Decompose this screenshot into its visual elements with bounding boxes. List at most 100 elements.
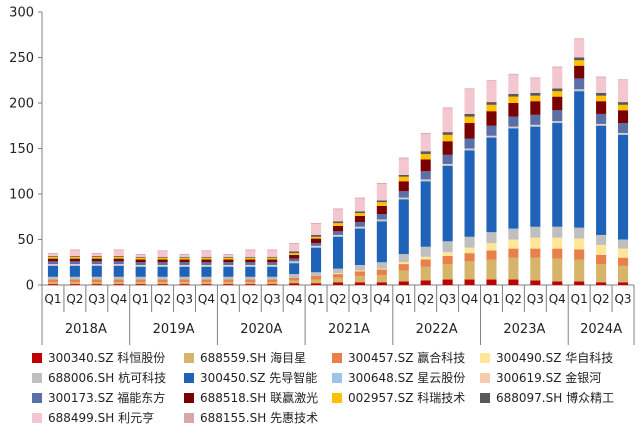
bar-segment — [47, 258, 59, 262]
bar-segment — [376, 183, 387, 184]
bar-segment — [596, 124, 607, 126]
bar-segment — [69, 258, 80, 262]
bar-segment — [376, 269, 387, 275]
quarter-label: Q2 — [154, 292, 171, 306]
bar-segment — [267, 266, 278, 277]
bar-segment — [332, 277, 344, 283]
bar-segment — [135, 254, 146, 257]
bar-segment — [617, 133, 629, 134]
bar-segment — [157, 250, 168, 252]
year-label: 2019A — [153, 322, 195, 337]
bar-segment — [486, 259, 497, 280]
bar-segment — [486, 135, 497, 137]
bar-segment — [332, 225, 344, 232]
bar-segment — [398, 262, 409, 265]
bar-segment — [201, 257, 212, 260]
bar-segment — [91, 261, 102, 265]
bar-segment — [47, 254, 59, 256]
bar-segment — [530, 95, 541, 102]
legend-label: 300450.SZ 先导智能 — [200, 370, 317, 385]
bar-segment — [245, 259, 256, 263]
legend-label: 688006.SH 杭可科技 — [48, 370, 166, 385]
bar-segment — [135, 282, 146, 285]
legend-swatch — [184, 393, 194, 403]
bar-segment — [267, 256, 278, 258]
bar-segment — [135, 266, 146, 277]
bar-segment — [113, 276, 124, 280]
bar-segment — [530, 101, 541, 115]
bar-segment — [267, 259, 278, 263]
bar-segment — [267, 257, 278, 260]
bar-segment — [289, 243, 300, 245]
legend-label: 002957.SZ 科瑞技术 — [348, 391, 465, 405]
bar-segment — [354, 271, 365, 276]
bar-segment — [596, 125, 607, 235]
quarter-label: Q2 — [242, 292, 259, 306]
bar-segment — [354, 226, 365, 228]
bar-segment — [91, 265, 102, 277]
bar-segment — [464, 148, 475, 150]
bar-segment — [354, 264, 365, 271]
bar-segment — [289, 251, 300, 254]
bar-segment — [530, 237, 541, 249]
bar-segment — [201, 256, 212, 258]
bar-segment — [376, 202, 387, 206]
bar-segment — [311, 223, 322, 225]
bar-segment — [157, 282, 168, 285]
bar-segment — [398, 264, 409, 271]
bar-segment — [289, 263, 300, 275]
legend-swatch — [32, 393, 42, 403]
bar-segment — [508, 257, 519, 280]
bar-segment — [486, 102, 497, 105]
bar-segment — [486, 232, 497, 244]
bar-segment — [289, 261, 300, 263]
bar-segment — [91, 256, 102, 259]
bar-segment — [267, 250, 278, 257]
bar-segment — [508, 116, 519, 127]
bar-segment — [289, 244, 300, 252]
legend-swatch — [332, 393, 342, 403]
bar-segment — [530, 280, 541, 285]
bar-segment — [113, 249, 124, 251]
bar-segment — [245, 256, 256, 258]
bar-segment — [245, 250, 256, 257]
x-axis-labels: Q1 Q2 Q3 Q4 Q1 Q2 Q3 Q4 Q1 Q2 Q3 Q4 Q1 Q2 Q3 Q4 Q1 Q2 Q3 Q4… — [41, 285, 635, 345]
bar-segment — [289, 254, 300, 259]
legend-swatch — [184, 353, 194, 363]
bar-segment — [69, 284, 80, 285]
bar-segment — [179, 256, 190, 258]
bar-segment — [113, 256, 124, 259]
bar-segment — [201, 276, 212, 280]
bar-segment — [420, 171, 431, 180]
bar-segment — [289, 274, 300, 278]
bar-segment — [420, 133, 431, 134]
legend-swatch — [32, 413, 42, 423]
bar-segment — [135, 256, 146, 258]
bar-segment — [223, 276, 234, 280]
bar-segment — [376, 205, 387, 215]
bar-segment — [47, 276, 59, 280]
bar-segment — [311, 243, 322, 246]
bar-segment — [91, 284, 102, 285]
bar-segment — [332, 208, 344, 210]
bar-segment — [574, 89, 585, 91]
bar-segment — [179, 264, 190, 266]
bar-segment — [91, 253, 102, 255]
bar-segment — [420, 133, 431, 152]
bar-segment — [596, 123, 607, 125]
bar-segment — [464, 123, 475, 139]
bar-segment — [113, 284, 124, 285]
quarter-label: Q1 — [220, 292, 237, 306]
bar-segment — [486, 125, 497, 136]
bar-segment — [201, 264, 212, 266]
bar-segment — [552, 91, 563, 97]
bar-segment — [179, 254, 190, 257]
bar-segment — [113, 264, 124, 265]
bar-segment — [135, 264, 146, 266]
bar-segment — [91, 279, 102, 283]
bar-segment — [311, 238, 322, 244]
bar-segment — [574, 281, 585, 285]
bar-segment — [354, 228, 365, 265]
bar-segment — [530, 126, 541, 227]
bar-segment — [574, 259, 585, 282]
